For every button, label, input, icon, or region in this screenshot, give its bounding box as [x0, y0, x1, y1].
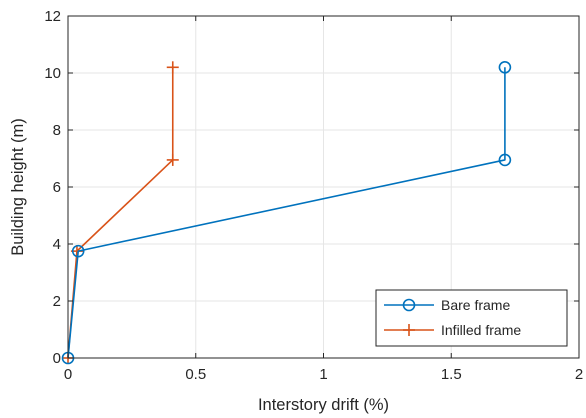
legend-entry: Infilled frame — [384, 322, 521, 338]
y-tick-label: 2 — [53, 293, 61, 310]
x-tick-label: 1 — [319, 366, 327, 383]
x-axis-label: Interstory drift (%) — [258, 396, 389, 414]
y-tick-label: 8 — [53, 122, 61, 139]
y-tick-label: 4 — [53, 236, 61, 253]
x-tick-label: 0.5 — [185, 366, 206, 383]
data-point — [166, 61, 179, 74]
x-tick-label: 1.5 — [441, 366, 462, 383]
y-tick-label: 12 — [44, 8, 61, 25]
y-tick-label: 0 — [53, 350, 61, 367]
data-point — [71, 244, 85, 258]
data-point — [498, 153, 512, 167]
legend-label: Bare frame — [441, 297, 510, 313]
y-axis-label: Building height (m) — [9, 118, 27, 256]
data-point — [166, 153, 179, 166]
legend-marker — [402, 298, 416, 312]
x-tick-label: 2 — [575, 366, 583, 383]
tick-labels: 0 0.5 1 1.5 2 0 2 4 6 8 10 12 — [44, 8, 583, 383]
data-point — [498, 61, 512, 74]
y-tick-label: 10 — [44, 65, 61, 82]
y-tick-label: 6 — [53, 179, 61, 196]
x-tick-label: 0 — [64, 366, 72, 383]
series-line — [67, 67, 506, 359]
legend-entry: Bare frame — [384, 297, 510, 313]
legend-label: Infilled frame — [441, 322, 521, 338]
legend: Bare frame Infilled frame — [375, 289, 568, 347]
axis-ticks — [67, 15, 580, 359]
legend-marker — [403, 324, 415, 336]
